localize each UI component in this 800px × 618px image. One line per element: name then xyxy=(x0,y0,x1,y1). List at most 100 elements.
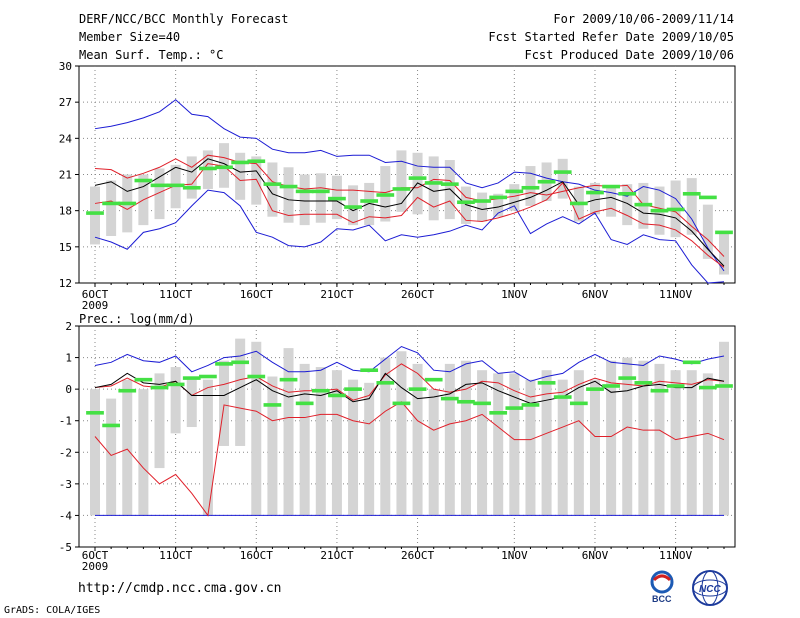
climatology-mark xyxy=(295,189,314,194)
climatology-mark xyxy=(553,395,572,399)
climatology-mark xyxy=(489,195,508,200)
climatology-mark xyxy=(682,191,701,196)
ensemble-box xyxy=(299,363,310,516)
climatology-mark xyxy=(376,381,395,385)
y-tick-label: -4 xyxy=(59,509,73,522)
bcc-logo: BCC xyxy=(640,568,684,606)
ensemble-box xyxy=(493,193,504,217)
climatology-mark xyxy=(311,189,330,194)
ensemble-box xyxy=(702,204,713,259)
climatology-mark xyxy=(360,368,379,372)
ensemble-box xyxy=(460,360,471,516)
forecast-produced: Fcst Produced Date 2009/10/06 xyxy=(524,48,734,62)
climatology-mark xyxy=(537,381,556,385)
climatology-mark xyxy=(311,388,330,393)
footer-url[interactable]: http://cmdp.ncc.cma.gov.cn xyxy=(78,581,282,596)
ensemble-box xyxy=(477,192,488,222)
ensemble-box xyxy=(235,152,246,200)
ensemble-box xyxy=(509,184,520,211)
ensemble-box xyxy=(348,185,359,226)
x-tick-label: 11OCT xyxy=(159,288,192,301)
y-tick-label: -5 xyxy=(59,541,72,554)
climatology-mark xyxy=(199,166,217,171)
ensemble-box xyxy=(299,174,310,226)
climatology-mark xyxy=(231,360,250,365)
ensemble-box xyxy=(186,156,197,199)
ensemble-box xyxy=(106,398,117,516)
x-tick-label: 6OCT xyxy=(82,549,109,562)
ensemble-box xyxy=(670,370,681,516)
ensemble-box xyxy=(364,182,375,226)
y-tick-label: 0 xyxy=(65,383,72,396)
climatology-mark xyxy=(602,184,620,189)
ensemble-box xyxy=(557,158,568,199)
climatology-mark xyxy=(360,199,379,203)
ensemble-box xyxy=(138,389,149,516)
ensemble-box xyxy=(396,351,407,516)
climatology-mark xyxy=(440,182,459,186)
ensemble-box xyxy=(315,367,326,516)
climatology-mark xyxy=(602,384,620,388)
ensemble-box xyxy=(235,338,246,446)
x-tick-label: 11OCT xyxy=(159,549,192,562)
climatology-mark xyxy=(537,179,556,184)
climatology-mark xyxy=(376,193,395,197)
x-tick-label: 2009 xyxy=(82,299,109,312)
climatology-mark xyxy=(231,160,250,165)
ensemble-box xyxy=(90,186,100,245)
ensemble-box xyxy=(283,348,294,516)
ensemble-box xyxy=(396,150,407,212)
grads-credit: GrADS: COLA/IGES xyxy=(4,605,101,616)
lower-spread-line xyxy=(94,163,725,268)
x-tick-label: 6OCT xyxy=(82,288,109,301)
ensemble-box xyxy=(348,379,359,516)
ensemble-box xyxy=(202,379,213,516)
ensemble-box xyxy=(719,341,729,516)
climatology-mark xyxy=(215,165,233,170)
ensemble-box xyxy=(154,168,165,220)
ensemble-box xyxy=(638,360,649,516)
ensemble-box xyxy=(606,360,617,516)
climatology-mark xyxy=(618,191,637,196)
ensemble-box xyxy=(654,363,665,516)
climatology-mark xyxy=(666,384,685,388)
forecast-started: Fcst Started Refer Date 2009/10/05 xyxy=(488,30,734,44)
ensemble-box xyxy=(267,376,278,516)
climatology-mark xyxy=(715,384,733,388)
climatology-mark xyxy=(586,387,604,391)
x-tick-label: 16OCT xyxy=(240,288,273,301)
ensemble-box xyxy=(219,143,230,188)
climatology-mark xyxy=(457,200,475,205)
climatology-mark xyxy=(102,201,120,206)
ensemble-box xyxy=(557,379,568,516)
climatology-mark xyxy=(118,201,137,206)
climatology-mark xyxy=(634,202,653,207)
x-tick-label: 26OCT xyxy=(401,288,434,301)
upper-spread-line xyxy=(94,363,725,401)
ensemble-box xyxy=(251,341,262,516)
y-tick-label: 24 xyxy=(59,132,73,145)
ensemble-box xyxy=(573,370,584,516)
ensemble-box xyxy=(525,379,536,516)
ncc-logo-text: NCC xyxy=(699,584,721,595)
ensemble-box xyxy=(606,185,617,217)
ensemble-box xyxy=(186,379,197,428)
climatology-mark xyxy=(699,385,717,390)
ensemble-box xyxy=(525,166,536,206)
climatology-mark xyxy=(408,176,427,180)
climatology-mark xyxy=(424,181,443,185)
x-tick-label: 11NOV xyxy=(659,288,692,301)
climatology-mark xyxy=(344,387,362,391)
climatology-mark xyxy=(505,189,524,194)
climatology-mark xyxy=(553,170,572,174)
climatology-mark xyxy=(182,376,201,380)
climatology-mark xyxy=(424,377,443,382)
x-tick-label: 16OCT xyxy=(240,549,273,562)
precip-title: Prec.: log(mm/d) xyxy=(79,312,195,326)
climatology-mark xyxy=(150,385,169,390)
climatology-mark xyxy=(392,401,411,406)
climatology-mark xyxy=(569,401,588,406)
ensemble-box xyxy=(589,379,600,516)
